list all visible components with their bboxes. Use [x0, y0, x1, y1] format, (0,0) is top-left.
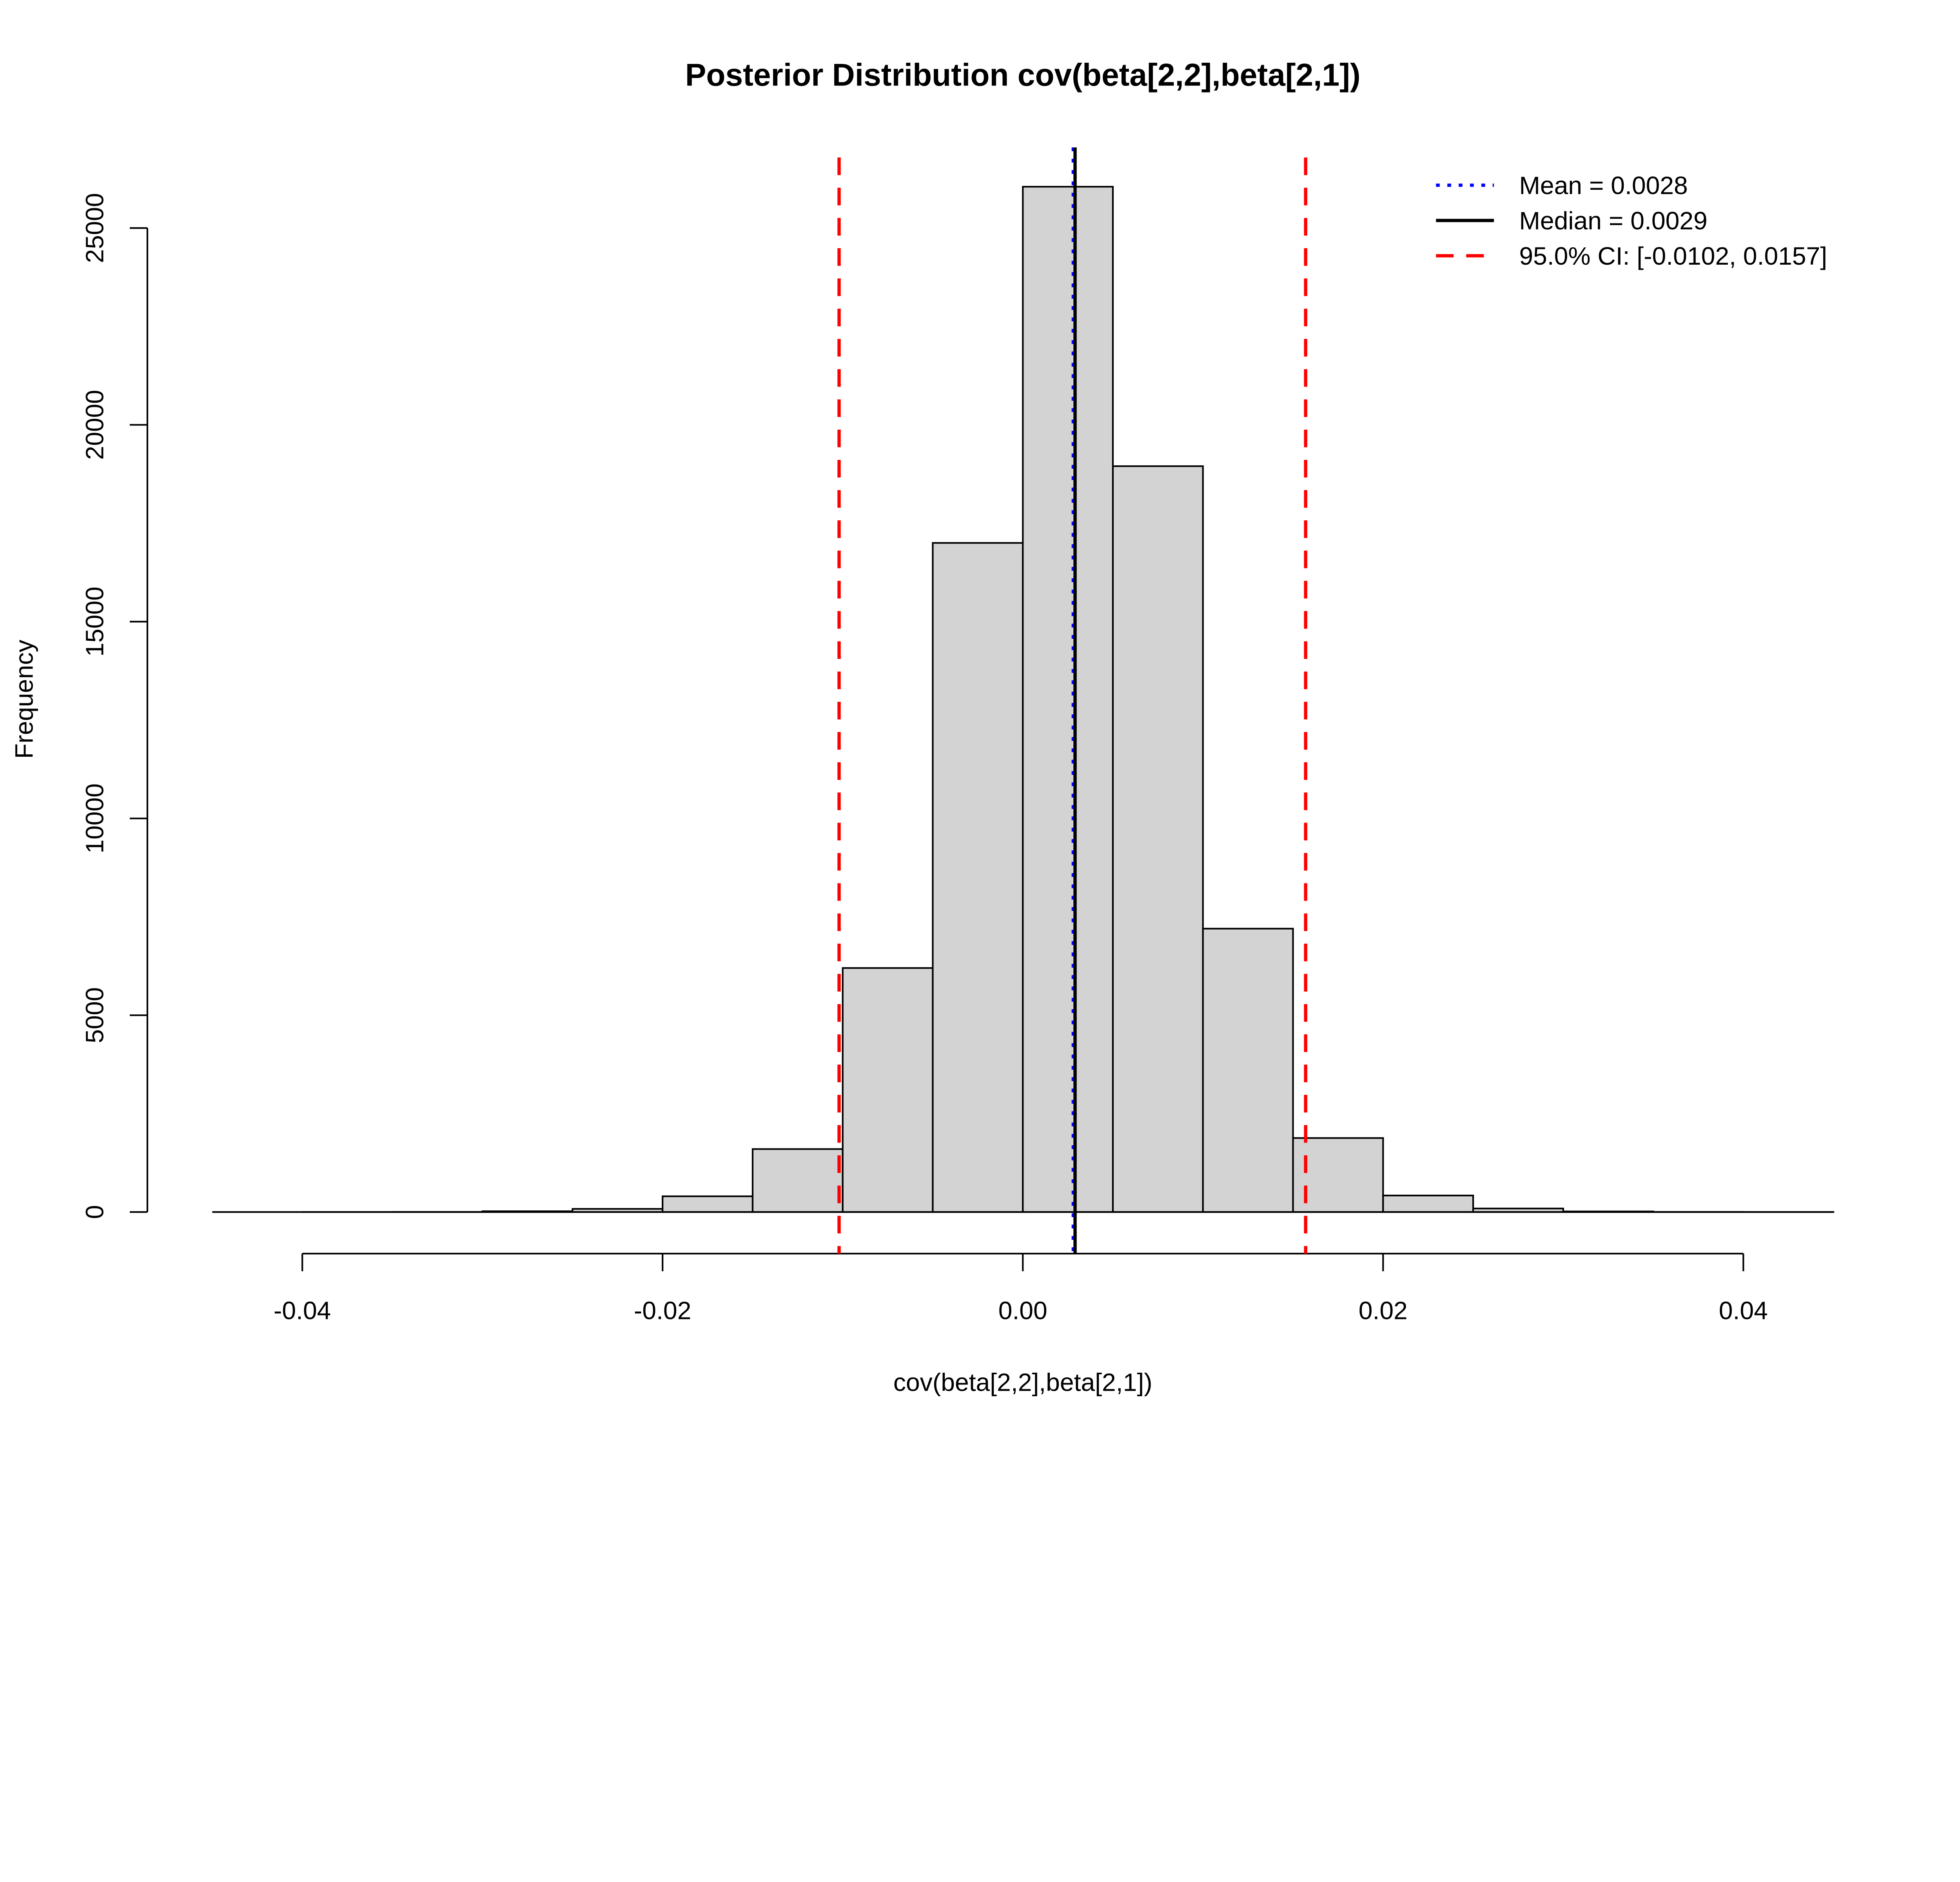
x-tick-label: 0.04 — [1719, 1296, 1768, 1324]
histogram-bar — [1382, 1195, 1474, 1213]
legend: Mean = 0.0028 Median = 0.0029 95.0% CI: [-… — [1436, 171, 1827, 270]
legend-label: Median = 0.0029 — [1519, 207, 1707, 235]
chart-title: Posterior Distribution cov(beta[2,2],bet… — [685, 58, 1361, 93]
y-tick-label: 15000 — [80, 587, 109, 657]
histogram-bar — [842, 967, 934, 1213]
x-axis-label: cov(beta[2,2],beta[2,1]) — [893, 1368, 1152, 1397]
legend-label: 95.0% CI: [-0.0102, 0.0157] — [1519, 242, 1827, 270]
bars — [212, 186, 1835, 1213]
histogram-bar — [751, 1148, 844, 1213]
y-axis-label: Frequency — [10, 640, 38, 759]
x-tick-label: 0.00 — [998, 1296, 1047, 1324]
y-tick-label: 10000 — [80, 783, 109, 854]
y-axis: 0 5000 10000 15000 20000 25000 — [80, 193, 149, 1219]
histogram-bar — [1202, 928, 1294, 1213]
histogram-bar — [1292, 1137, 1384, 1213]
histogram-bar — [932, 542, 1024, 1213]
x-tick-label: -0.04 — [274, 1296, 331, 1324]
y-tick-label: 25000 — [80, 193, 109, 263]
y-tick-label: 5000 — [80, 987, 109, 1043]
x-axis: -0.04 -0.02 0.00 0.02 0.04 — [274, 1253, 1768, 1324]
histogram-bar — [1112, 465, 1204, 1213]
y-tick-label: 20000 — [80, 390, 109, 460]
y-tick-label: 0 — [80, 1205, 109, 1219]
x-tick-label: 0.02 — [1359, 1296, 1408, 1324]
histogram-bar — [1022, 186, 1114, 1213]
legend-label: Mean = 0.0028 — [1519, 171, 1688, 200]
histogram-chart: Posterior Distribution cov(beta[2,2],bet… — [10, 58, 1835, 1397]
x-tick-label: -0.02 — [634, 1296, 691, 1324]
reference-lines — [837, 147, 1307, 1254]
histogram-bar — [662, 1195, 754, 1213]
